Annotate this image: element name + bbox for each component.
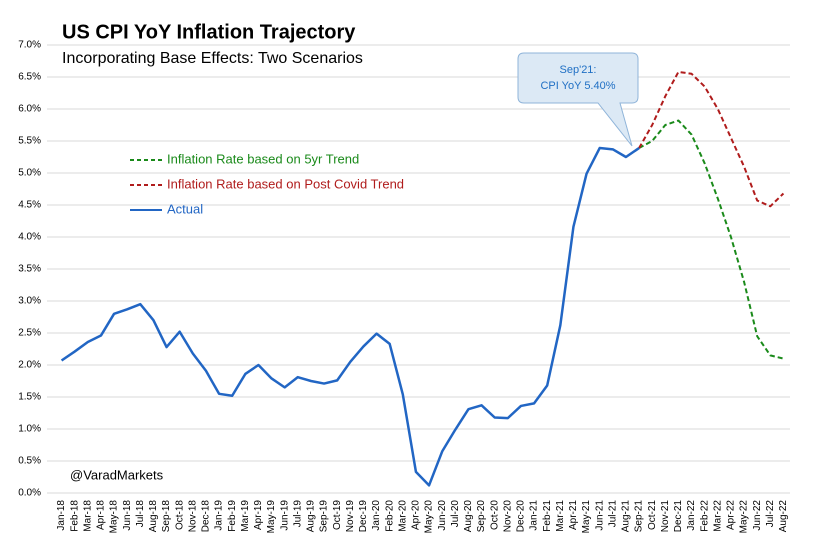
x-tick-label: Aug-19: [306, 500, 317, 533]
x-tick-label: Aug-20: [463, 500, 474, 533]
x-tick-label: May-21: [581, 500, 592, 534]
y-tick-label: 0.5%: [18, 456, 41, 467]
x-tick-label: Mar-18: [82, 500, 93, 532]
x-tick-label: Dec-18: [201, 500, 212, 533]
y-tick-label: 5.5%: [18, 136, 41, 147]
y-tick-label: 5.0%: [18, 168, 41, 179]
x-tick-label: Apr-18: [96, 500, 107, 530]
x-tick-label: Jul-22: [765, 500, 776, 528]
watermark: @VaradMarkets: [70, 467, 164, 482]
x-tick-label: Jan-19: [214, 500, 225, 531]
x-tick-label: Jun-22: [752, 500, 763, 531]
x-tick-label: Apr-19: [253, 500, 264, 530]
legend-label: Actual: [167, 201, 203, 216]
x-tick-label: Sep-21: [634, 500, 645, 533]
x-tick-label: Dec-21: [673, 500, 684, 533]
series-line: [638, 70, 785, 208]
y-tick-label: 2.0%: [18, 360, 41, 371]
y-tick-label: 1.5%: [18, 392, 41, 403]
x-tick-label: Mar-19: [240, 500, 251, 532]
callout: [517, 52, 639, 147]
x-tick-label: Feb-20: [384, 500, 395, 532]
x-tick-label: Sep-20: [476, 500, 487, 533]
x-tick-label: Jun-20: [437, 500, 448, 531]
x-tick-label: Oct-19: [332, 500, 343, 530]
x-tick-label: May-20: [424, 500, 435, 534]
x-tick-label: Oct-21: [647, 500, 658, 530]
x-tick-label: Mar-20: [397, 500, 408, 532]
callout-text: Sep'21:: [560, 64, 597, 76]
series-line: [60, 146, 640, 487]
y-tick-label: 6.0%: [18, 104, 41, 115]
y-tick-label: 4.5%: [18, 200, 41, 211]
x-tick-label: Jan-21: [529, 500, 540, 531]
x-tick-label: Aug-18: [148, 500, 159, 533]
x-tick-label: Jun-19: [279, 500, 290, 531]
x-tick-label: Jun-18: [122, 500, 133, 531]
y-tick-label: 1.0%: [18, 424, 41, 435]
x-tick-label: Feb-19: [227, 500, 238, 532]
x-tick-label: May-19: [266, 500, 277, 534]
x-tick-label: Feb-22: [699, 500, 710, 532]
x-tick-label: Jul-18: [135, 500, 146, 528]
chart-title: US CPI YoY Inflation Trajectory: [62, 21, 356, 43]
x-tick-label: Jun-21: [594, 500, 605, 531]
x-tick-label: Mar-21: [555, 500, 566, 532]
x-tick-label: Nov-20: [502, 500, 513, 533]
x-tick-label: Feb-21: [542, 500, 553, 532]
x-tick-label: Feb-18: [69, 500, 80, 532]
x-tick-label: Oct-18: [174, 500, 185, 530]
x-tick-label: Mar-22: [712, 500, 723, 532]
x-tick-label: Nov-18: [187, 500, 198, 533]
x-tick-label: Jan-20: [371, 500, 382, 531]
x-tick-label: Jan-18: [56, 500, 67, 531]
x-tick-label: Nov-19: [345, 500, 356, 533]
x-tick-label: Jul-21: [607, 500, 618, 528]
y-tick-label: 7.0%: [18, 40, 41, 51]
y-tick-label: 6.5%: [18, 72, 41, 83]
legend-label: Inflation Rate based on 5yr Trend: [167, 151, 359, 166]
x-tick-label: Dec-20: [516, 500, 527, 533]
x-tick-label: Sep-19: [319, 500, 330, 533]
y-tick-label: 2.5%: [18, 328, 41, 339]
x-tick-label: Nov-21: [660, 500, 671, 533]
x-tick-label: Jan-22: [686, 500, 697, 531]
y-tick-label: 3.0%: [18, 296, 41, 307]
x-tick-label: Aug-21: [621, 500, 632, 533]
y-tick-label: 0.0%: [18, 488, 41, 499]
x-tick-label: Dec-19: [358, 500, 369, 533]
x-tick-label: Jul-19: [292, 500, 303, 528]
x-tick-label: Oct-20: [489, 500, 500, 530]
x-tick-label: Sep-18: [161, 500, 172, 533]
callout-text: CPI YoY 5.40%: [540, 80, 615, 92]
x-tick-label: Jul-20: [450, 500, 461, 528]
y-tick-label: 4.0%: [18, 232, 41, 243]
series-line: [638, 119, 784, 360]
x-tick-label: May-18: [109, 500, 120, 534]
x-tick-label: Aug-22: [778, 500, 789, 533]
chart-subtitle: Incorporating Base Effects: Two Scenario…: [62, 50, 363, 67]
legend-label: Inflation Rate based on Post Covid Trend: [167, 176, 404, 191]
x-tick-label: Apr-20: [411, 500, 422, 530]
y-tick-label: 3.5%: [18, 264, 41, 275]
x-tick-label: Apr-21: [568, 500, 579, 530]
x-tick-label: May-22: [739, 500, 750, 534]
x-tick-label: Apr-22: [726, 500, 737, 530]
